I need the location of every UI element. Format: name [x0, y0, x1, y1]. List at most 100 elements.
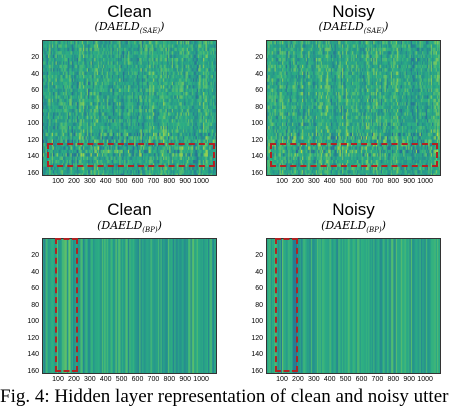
heatmap-cell: [169, 58, 171, 62]
heatmap-cell: [139, 92, 141, 96]
heatmap-cell: [105, 146, 108, 151]
heatmap-cell: [118, 139, 120, 144]
heatmap-cell: [160, 126, 163, 130]
heatmap-cell: [133, 85, 135, 89]
heatmap-cell: [133, 112, 135, 117]
heatmap-cell: [136, 112, 139, 117]
heatmap-cell: [200, 71, 203, 76]
heatmap-cell: [49, 78, 51, 83]
heatmap-cell: [173, 75, 175, 79]
heatmap-cell: [149, 139, 151, 144]
heatmap-cell: [178, 61, 180, 66]
heatmap-cell: [211, 98, 214, 103]
heatmap-cell: [189, 51, 191, 55]
heatmap-cell: [145, 44, 148, 49]
heatmap-cell: [126, 132, 129, 137]
heatmap-cell: [110, 105, 113, 110]
heatmap-cell: [126, 98, 129, 103]
heatmap-cell: [184, 129, 186, 134]
heatmap-cell: [205, 109, 208, 113]
heatmap-cell: [76, 126, 79, 130]
heatmap-cell: [54, 75, 56, 79]
heatmap-cell: [61, 132, 64, 137]
heatmap-cell: [153, 88, 155, 93]
heatmap-cell: [133, 115, 135, 120]
heatmap-cell: [109, 75, 111, 79]
heatmap-cell: [83, 44, 85, 49]
heatmap-cell: [211, 95, 214, 100]
heatmap-cell: [70, 68, 73, 72]
heatmap-cell: [215, 112, 216, 117]
heatmap-cell: [89, 51, 91, 55]
heatmap-cell: [159, 47, 161, 52]
heatmap-cell: [101, 61, 104, 66]
heatmap-cell: [145, 54, 148, 59]
heatmap-cell: [100, 139, 103, 144]
heatmap-cell: [48, 109, 50, 113]
heatmap-cell: [183, 51, 185, 55]
heatmap-cell: [46, 102, 49, 106]
heatmap-cell: [46, 75, 49, 79]
heatmap-cell: [120, 78, 123, 83]
heatmap-cell: [73, 51, 75, 55]
heatmap-cell: [175, 85, 178, 89]
heatmap-cell: [115, 136, 118, 140]
heatmap-cell: [199, 81, 201, 86]
heatmap-cell: [93, 85, 95, 89]
heatmap-cell: [141, 44, 144, 49]
heatmap-cell: [60, 68, 63, 72]
heatmap-cell: [75, 115, 78, 120]
heatmap-cell: [196, 129, 199, 134]
heatmap-cell: [198, 112, 200, 117]
heatmap-cell: [140, 51, 143, 55]
heatmap-cell: [209, 122, 211, 127]
heatmap-cell: [114, 61, 116, 66]
heatmap-cell: [128, 68, 130, 72]
heatmap-cell: [123, 109, 125, 113]
heatmap-cell: [126, 54, 129, 59]
heatmap-cell: [129, 71, 131, 76]
heatmap-cell: [213, 61, 215, 66]
heatmap-cell: [200, 139, 203, 144]
heatmap-cell: [85, 98, 88, 103]
heatmap-cell: [119, 68, 121, 72]
heatmap-cell: [144, 61, 146, 66]
heatmap-cell: [103, 119, 105, 123]
heatmap-cell: [199, 85, 201, 89]
heatmap-cell: [68, 105, 70, 110]
heatmap-cell: [189, 139, 191, 144]
heatmap-cell: [118, 71, 120, 76]
heatmap-cell: [113, 75, 115, 79]
heatmap-cell: [204, 109, 206, 113]
heatmap-cell: [53, 156, 55, 161]
heatmap-cell: [131, 81, 134, 86]
heatmap-cell: [191, 92, 194, 96]
heatmap-cell: [64, 95, 66, 100]
heatmap-cell: [120, 85, 123, 89]
heatmap-cell: [125, 54, 128, 59]
heatmap-cell: [44, 54, 46, 59]
heatmap-cell: [199, 78, 201, 83]
heatmap-cell: [215, 61, 216, 66]
heatmap-cell: [145, 92, 148, 96]
heatmap-cell: [80, 139, 83, 144]
heatmap-cell: [94, 58, 96, 62]
heatmap-cell: [49, 129, 51, 134]
heatmap-cell: [144, 109, 146, 113]
heatmap-cell: [156, 109, 159, 113]
heatmap-cell: [188, 58, 190, 62]
heatmap-cell: [208, 146, 210, 151]
heatmap-cell: [143, 41, 145, 45]
heatmap-cell: [176, 115, 179, 120]
heatmap-cell: [114, 85, 116, 89]
heatmap-cell: [185, 156, 188, 161]
heatmap-cell: [106, 136, 109, 140]
heatmap-cell: [165, 92, 168, 96]
heatmap-cell: [74, 119, 76, 123]
heatmap-cell: [108, 126, 110, 130]
heatmap-cell: [86, 149, 89, 154]
heatmap-cell: [134, 122, 136, 127]
heatmap-cell: [205, 119, 208, 123]
heatmap-cell: [129, 126, 131, 130]
heatmap-cell: [115, 78, 118, 83]
